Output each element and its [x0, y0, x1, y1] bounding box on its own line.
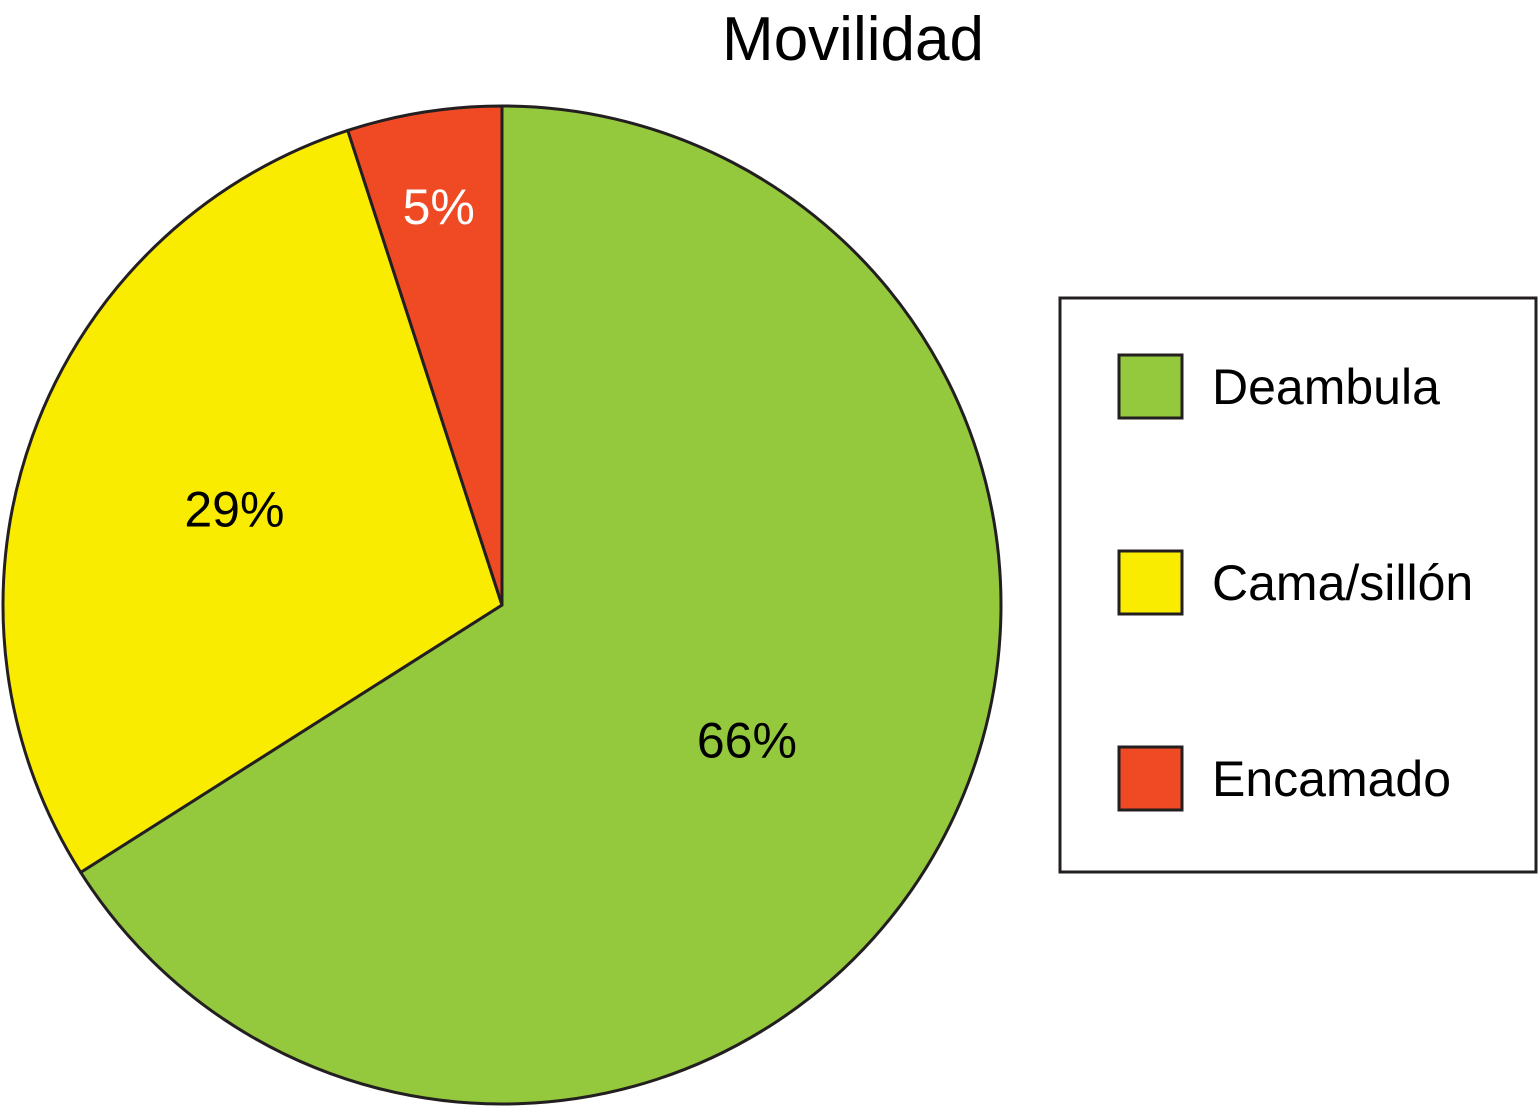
- data-label-deambula: 66%: [697, 713, 797, 769]
- legend-label-encamado: Encamado: [1212, 751, 1451, 807]
- legend-swatch-encamado: [1117, 745, 1184, 812]
- pie-slice-deambula: [79, 104, 1003, 1106]
- legend-label-deambula: Deambula: [1212, 359, 1440, 415]
- pie-slices: [1, 104, 1003, 1106]
- data-label-encamado: 5%: [403, 179, 475, 235]
- chart-title: Movilidad: [722, 5, 984, 74]
- legend: Deambula Cama/sillón Encamado: [1058, 296, 1538, 874]
- pie-slice-encamado: [346, 104, 504, 607]
- data-label-cama-sillon: 29%: [184, 482, 284, 538]
- pie-slice-cama-sillon: [1, 128, 504, 874]
- legend-items: Deambula Cama/sillón Encamado: [1117, 353, 1473, 812]
- pie-data-labels: 66% 29% 5%: [184, 179, 797, 769]
- legend-label-cama-sillon: Cama/sillón: [1212, 555, 1473, 611]
- legend-swatch-cama-sillon: [1117, 549, 1184, 616]
- legend-swatch-deambula: [1117, 353, 1184, 420]
